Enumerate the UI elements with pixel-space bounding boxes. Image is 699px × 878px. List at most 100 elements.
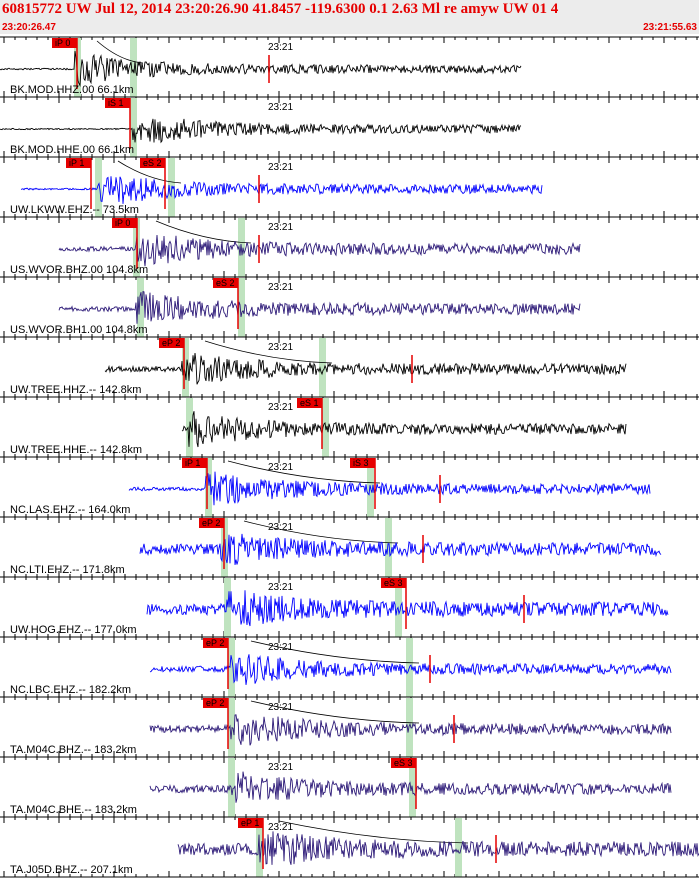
station-label: UW.TREE.HHZ.-- 142.8km	[10, 384, 141, 396]
s-arrival-band	[455, 818, 462, 877]
station-label: US.WVOR.BHZ.00 104.8km	[10, 264, 148, 276]
minute-label: 23:21	[268, 522, 293, 533]
station-label: BK.MOD.HHE.00 66.1km	[10, 144, 134, 156]
s-arrival-band	[319, 338, 326, 397]
phase-pick-label: eP 2	[206, 638, 224, 648]
station-panel[interactable]: 23:21 eS 3 TA.M04C.BHE.-- 183.2km	[0, 756, 699, 817]
station-label: TA.M04C.BHE.-- 183.2km	[10, 804, 137, 816]
phase-pick-flag[interactable]	[66, 158, 91, 168]
travel-time-curve	[243, 520, 399, 544]
minute-label: 23:21	[268, 462, 293, 473]
minute-label: 23:21	[268, 582, 293, 593]
phase-pick-flag[interactable]	[203, 638, 228, 648]
station-panel[interactable]: 23:21 eP 1 TA.J05D.BHZ.-- 207.1km	[0, 816, 699, 877]
phase-pick-label: iS 3	[353, 458, 369, 468]
phase-pick-label: eP 2	[202, 518, 220, 528]
phase-pick-flag[interactable]	[159, 338, 184, 348]
s-arrival-band	[130, 38, 137, 97]
phase-pick-label: eS 1	[300, 398, 319, 408]
station-panel[interactable]: 23:21 iS 1 BK.MOD.HHE.00 66.1km	[0, 96, 699, 157]
phase-pick-label: eS 2	[143, 158, 162, 168]
phase-pick-label: eS 3	[394, 758, 413, 768]
travel-time-curve	[204, 340, 333, 364]
phase-pick-label: iP 1	[69, 158, 84, 168]
s-arrival-band	[385, 518, 392, 577]
station-label: US.WVOR.BH1.00 104.8km	[10, 324, 148, 336]
travel-time-curve	[117, 160, 182, 184]
travel-time-curve	[250, 700, 420, 724]
p-arrival-band	[130, 98, 137, 157]
station-label: UW.TREE.HHE.-- 142.8km	[10, 444, 142, 456]
phase-pick-label: eS 2	[216, 278, 235, 288]
station-panel[interactable]: 23:21 eP 2 TA.M04C.BHZ.-- 183.2km	[0, 696, 699, 757]
phase-pick-flag[interactable]	[105, 98, 130, 108]
station-panel[interactable]: 23:21 iP 0 US.WVOR.BHZ.00 104.8km	[0, 216, 699, 277]
waveform-trace	[0, 118, 522, 144]
station-panel[interactable]: 23:21 eP 2 NC.LTI.EHZ.-- 171.8km	[0, 516, 699, 577]
travel-time-curve	[227, 460, 381, 484]
minute-label: 23:21	[268, 222, 293, 233]
minute-label: 23:21	[268, 342, 293, 353]
travel-time-curve	[278, 820, 469, 844]
station-label: UW.LKWW.EHZ.-- 73.5km	[10, 204, 139, 216]
s-arrival-band	[238, 278, 245, 337]
p-arrival-band	[205, 458, 212, 517]
waveform-trace	[128, 471, 651, 506]
travel-time-curve	[155, 220, 252, 244]
waveform-trace	[149, 771, 672, 803]
station-label: BK.MOD.HHZ.00 66.1km	[10, 84, 133, 96]
station-label: TA.M04C.BHZ.-- 183.2km	[10, 744, 136, 756]
station-panel[interactable]: 23:21 iP 1 iS 3 NC.LAS.EHZ.-- 164.0km	[0, 456, 699, 517]
phase-pick-flag[interactable]	[381, 578, 406, 588]
waveform-trace	[58, 291, 581, 324]
p-arrival-band	[95, 158, 102, 217]
waveform-trace	[104, 352, 627, 385]
station-panel[interactable]: 23:21 eS 2 US.WVOR.BH1.00 104.8km	[0, 276, 699, 337]
p-arrival-band	[228, 638, 235, 697]
station-label: UW.HOG.EHZ.-- 177.0km	[10, 624, 137, 636]
waveform-trace	[181, 411, 627, 448]
waveform-trace	[177, 831, 699, 865]
s-arrival-band	[395, 578, 402, 637]
station-panel[interactable]: 23:21 eP 2 NC.LBC.EHZ.-- 182.2km	[0, 636, 699, 697]
station-panel[interactable]: 23:21 iP 1 eS 2 UW.LKWW.EHZ.-- 73.5km	[0, 156, 699, 217]
waveform-trace	[58, 234, 581, 267]
station-label: NC.LBC.EHZ.-- 182.2km	[10, 684, 131, 696]
event-title: 60815772 UW Jul 12, 2014 23:20:26.90 41.…	[2, 1, 559, 17]
phase-pick-flag[interactable]	[350, 458, 375, 468]
phase-pick-label: iS 1	[108, 98, 124, 108]
phase-pick-flag[interactable]	[391, 758, 416, 768]
waveform-trace	[139, 533, 662, 565]
minute-label: 23:21	[268, 822, 293, 833]
station-panel[interactable]: 23:21 eS 3 UW.HOG.EHZ.-- 177.0km	[0, 576, 699, 637]
station-panel[interactable]: 23:21 eS 1 UW.TREE.HHE.-- 142.8km	[0, 396, 699, 457]
phase-pick-flag[interactable]	[203, 698, 228, 708]
station-panel[interactable]: 23:21 eP 2 UW.TREE.HHZ.-- 142.8km	[0, 336, 699, 397]
waveform-trace	[20, 176, 543, 204]
phase-pick-flag[interactable]	[52, 38, 77, 48]
start-time-label: 23:20:26.47	[2, 22, 56, 33]
station-label: NC.LAS.EHZ.-- 164.0km	[10, 504, 130, 516]
p-arrival-band	[137, 278, 144, 337]
station-panel[interactable]: 23:21 iP 0 BK.MOD.HHZ.00 66.1km	[0, 36, 699, 97]
minute-label: 23:21	[268, 102, 293, 113]
phase-pick-flag[interactable]	[213, 278, 238, 288]
p-arrival-band	[228, 698, 235, 757]
minute-label: 23:21	[268, 402, 293, 413]
phase-pick-flag[interactable]	[112, 218, 137, 228]
minute-label: 23:21	[268, 642, 293, 653]
minute-label: 23:21	[268, 762, 293, 773]
phase-pick-flag[interactable]	[238, 818, 263, 828]
waveform-trace	[149, 714, 672, 746]
phase-pick-flag[interactable]	[182, 458, 207, 468]
phase-pick-flag[interactable]	[297, 398, 322, 408]
p-arrival-band	[224, 578, 231, 637]
p-arrival-band	[182, 338, 189, 397]
minute-label: 23:21	[268, 42, 293, 53]
phase-pick-label: eP 1	[241, 818, 259, 828]
waveform-trace	[0, 51, 522, 88]
phase-pick-flag[interactable]	[140, 158, 165, 168]
phase-pick-flag[interactable]	[199, 518, 224, 528]
